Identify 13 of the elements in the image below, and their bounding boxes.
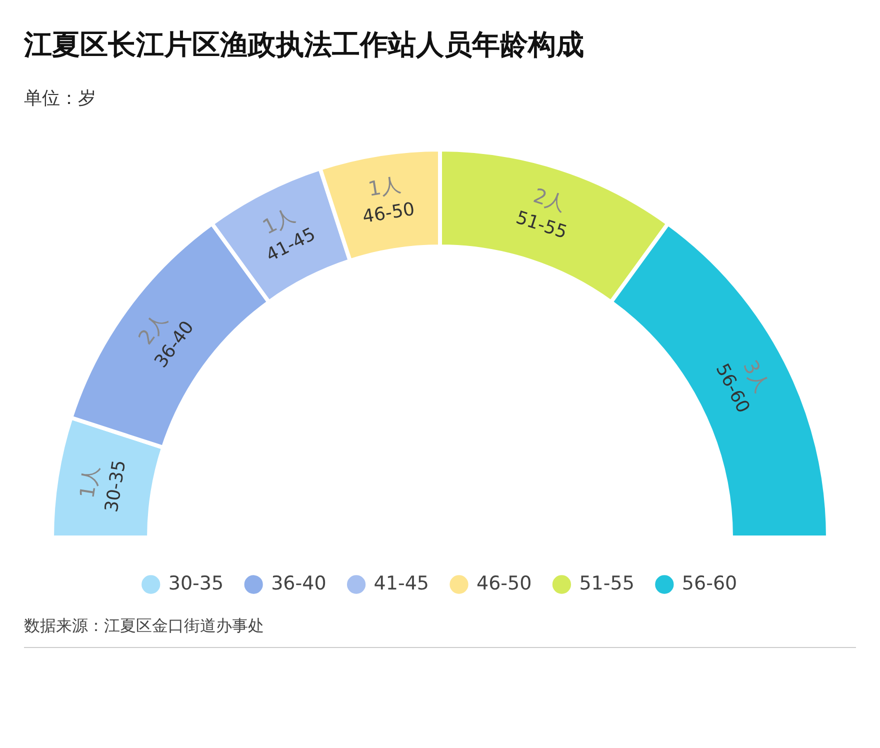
chart-title: 江夏区长江片区渔政执法工作站人员年龄构成	[22, 27, 585, 63]
data-label: 1人	[74, 464, 104, 500]
legend-label: 56-60	[682, 572, 738, 594]
source-note: 数据来源：江夏区金口街道办事处	[24, 616, 856, 648]
chart-subtitle: 单位：岁	[23, 87, 97, 110]
legend-label: 30-35	[168, 572, 224, 594]
slice-label: 30-35	[101, 458, 130, 514]
legend-label: 51-55	[579, 572, 634, 594]
legend-label: 41-45	[374, 572, 430, 594]
data-label: 1人	[366, 172, 402, 201]
legend-label: 46-50	[476, 572, 532, 594]
legend-label: 36-40	[271, 572, 326, 594]
slice-label: 46-50	[361, 198, 416, 228]
